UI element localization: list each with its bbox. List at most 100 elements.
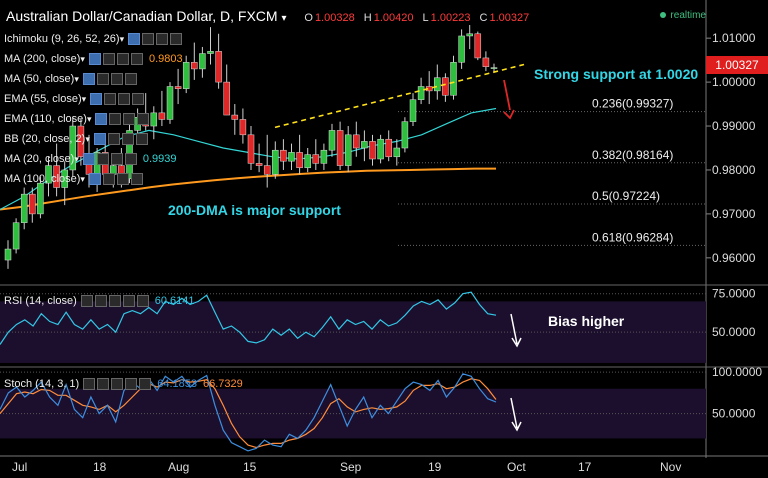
stoch-k-line (0, 373, 497, 452)
indicator-controls[interactable] (95, 113, 150, 125)
indicator-label: Ichimoku (9, 26, 52, 26) (4, 33, 120, 45)
bias-annotation: Bias higher (548, 313, 625, 329)
indicator-row[interactable]: MA (100, close) ▾ (4, 169, 183, 189)
candle-body (272, 149, 279, 175)
candle (207, 27, 214, 65)
candle-body (77, 125, 85, 158)
rsi-label[interactable]: RSI (14, close) 60.6141 (4, 295, 195, 307)
pane-tick-label: 100.0000 (712, 365, 762, 379)
candle-body (215, 51, 222, 83)
candle-body (482, 57, 490, 67)
chevron-down-icon[interactable]: ▾ (81, 93, 87, 104)
fib-label: 0.5(0.97224) (592, 189, 660, 203)
status-dot-icon (660, 12, 667, 18)
stoch-k-value: 64.1853 (157, 378, 197, 390)
candle-body (361, 141, 368, 149)
candle (12, 218, 20, 254)
candle (409, 93, 417, 127)
price-tick-label: 0.99000 (712, 119, 756, 133)
candle (158, 90, 166, 127)
candle-body (353, 134, 360, 149)
price-tick-label: 0.98000 (712, 163, 756, 177)
chevron-down-icon[interactable]: ▾ (80, 173, 85, 184)
indicator-list: Ichimoku (9, 26, 52, 26) ▾ MA (200, close… (4, 29, 183, 189)
candle (417, 77, 425, 105)
candle-body (53, 165, 60, 188)
chevron-down-icon[interactable]: ▾ (85, 133, 90, 144)
candle-body (442, 77, 449, 96)
candle-body (417, 86, 425, 100)
indicator-controls[interactable] (128, 33, 183, 45)
fib-label: 0.618(0.96284) (592, 230, 673, 244)
chevron-down-icon[interactable]: ▾ (74, 73, 79, 84)
indicator-row[interactable]: MA (20, close) ▾ 0.9939 (4, 149, 183, 169)
candle (215, 33, 222, 89)
candle-body (385, 138, 392, 158)
ma200-line (0, 167, 496, 211)
candle-body (377, 138, 384, 160)
candle (166, 82, 174, 124)
candle (288, 143, 295, 170)
candle-body (369, 141, 376, 160)
time-tick-label: Jul (12, 460, 27, 474)
candle (231, 104, 239, 135)
bias-arrow-icon (510, 397, 522, 432)
candle-body (409, 99, 417, 122)
chevron-down-icon[interactable]: ▾ (80, 53, 85, 64)
chevron-down-icon[interactable]: ▾ (119, 33, 125, 44)
indicator-row[interactable]: BB (20, close, 2) ▾ (4, 129, 183, 149)
candle (320, 143, 328, 170)
indicator-label: BB (20, close, 2) (4, 133, 86, 145)
indicator-controls[interactable] (90, 93, 145, 105)
candle (174, 68, 182, 105)
candle-body (37, 182, 44, 215)
candle-body (191, 62, 198, 70)
indicator-row[interactable]: EMA (55, close) ▾ (4, 89, 183, 109)
indicator-controls[interactable] (88, 173, 143, 185)
candle-body (182, 62, 190, 89)
candle (61, 161, 68, 206)
candle (199, 46, 206, 78)
indicator-controls[interactable] (82, 153, 137, 165)
indicator-label: MA (200, close) (4, 53, 81, 65)
candle-body (304, 154, 311, 169)
indicator-row[interactable]: Ichimoku (9, 26, 52, 26) ▾ (4, 29, 183, 49)
support-annotation: Strong support at 1.0020 (534, 66, 699, 82)
candle-body (158, 112, 166, 120)
rsi-pane: 75.0000 50.0000 (0, 287, 756, 363)
candle (255, 143, 263, 173)
indicator-label: EMA (110, close) (4, 113, 87, 125)
time-tick-label: Nov (660, 460, 681, 474)
fibonacci-levels: 0.236(0.99327) 0.382(0.98164) 0.5(0.97224)… (398, 97, 706, 246)
candle-body (296, 152, 303, 169)
candle (296, 134, 303, 175)
indicator-controls[interactable] (82, 73, 137, 85)
candle-body (20, 193, 28, 223)
candle (4, 240, 12, 269)
time-tick-label: 18 (93, 460, 107, 474)
candle-body (434, 77, 441, 92)
indicator-row[interactable]: MA (200, close) ▾ 0.9803 (4, 49, 183, 69)
time-tick-label: Sep (340, 460, 362, 474)
stoch-label[interactable]: Stoch (14, 3, 1) 64.1853 66.7329 (4, 378, 243, 390)
indicator-row[interactable]: EMA (110, close) ▾ (4, 109, 183, 129)
symbol-title[interactable]: Australian Dollar/Canadian Dollar, D, FX… (6, 8, 278, 24)
chevron-down-icon[interactable]: ▾ (86, 113, 92, 124)
candle-body (69, 125, 77, 171)
high-value: 1.00420 (373, 12, 414, 24)
realtime-indicator: realtime (660, 10, 706, 21)
candle (53, 143, 60, 197)
indicator-row[interactable]: MA (50, close) ▾ (4, 69, 183, 89)
stoch-d-value: 66.7329 (202, 378, 243, 390)
candle (191, 42, 198, 80)
support-trendline (274, 63, 525, 129)
symbol-dropdown-icon[interactable]: ▾ (281, 13, 287, 24)
candle-body (207, 51, 214, 54)
indicator-controls[interactable] (93, 133, 148, 145)
indicator-controls[interactable] (88, 53, 143, 65)
candle (150, 106, 158, 140)
chevron-down-icon[interactable]: ▾ (74, 153, 79, 164)
candle (272, 141, 279, 179)
time-tick-label: Oct (507, 460, 526, 474)
